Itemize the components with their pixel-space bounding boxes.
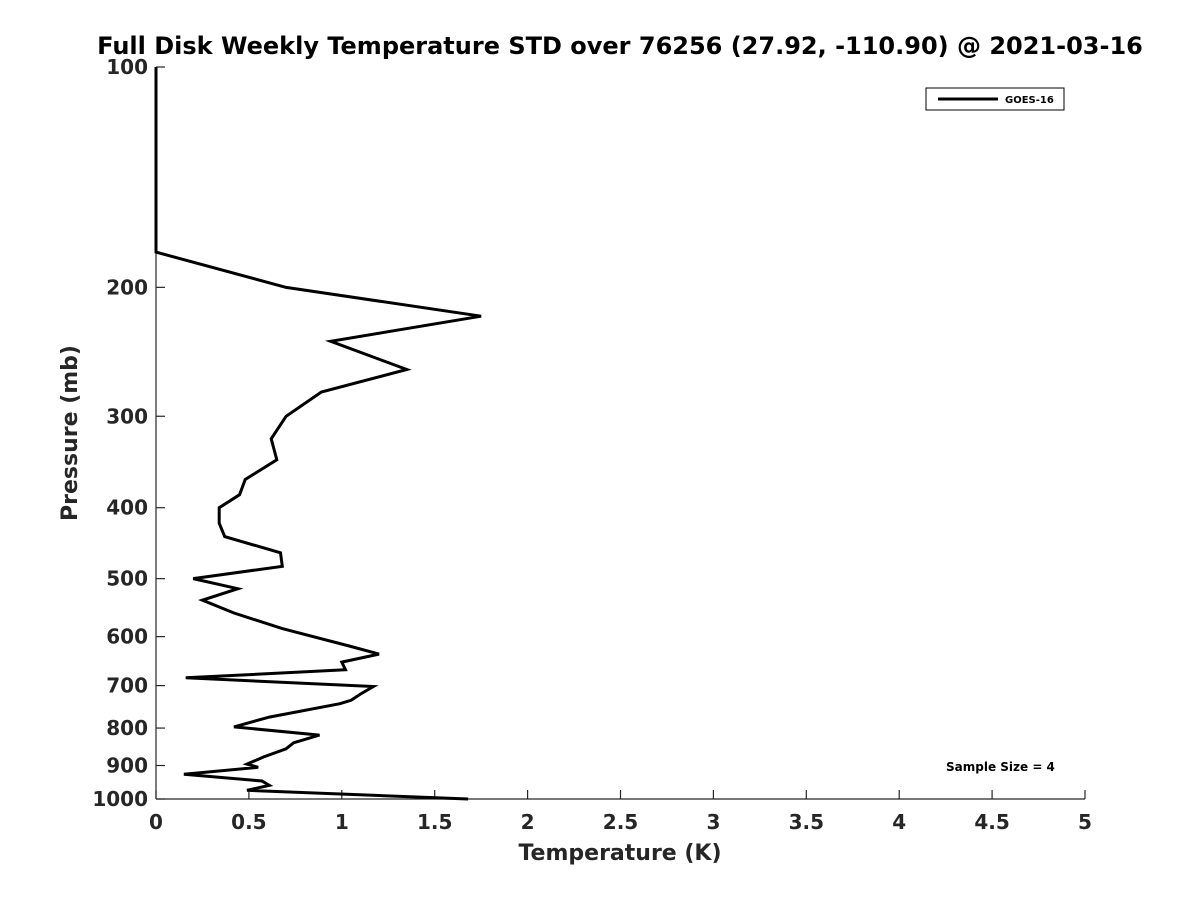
y-tick-label: 1000 [92,787,148,811]
x-tick-label: 3.5 [789,810,824,834]
x-axis-ticks: 0 0.5 1 1.5 2 2.5 3 3.5 4 4.5 5 [149,790,1092,834]
x-tick-label: 1.5 [417,810,452,834]
x-tick-label: 2.5 [603,810,638,834]
y-tick-label: 900 [106,754,148,778]
legend: GOES-16 [925,87,1065,111]
y-tick-label: 400 [106,496,148,520]
x-tick-label: 5 [1078,810,1092,834]
x-tick-label: 4.5 [974,810,1009,834]
y-axis-ticks: 100 200 300 400 500 600 700 800 900 1000 [92,55,165,811]
x-tick-label: 4 [892,810,906,834]
x-tick-label: 3 [706,810,720,834]
legend-entry-goes-16: GOES-16 [1005,95,1054,106]
y-tick-label: 800 [106,716,148,740]
y-tick-label: 200 [106,275,148,299]
y-tick-label: 600 [106,625,148,649]
series-line-goes-16 [154,67,482,801]
y-tick-label: 100 [106,55,148,79]
plot-area [156,67,1085,799]
chart-title: Full Disk Weekly Temperature STD over 76… [97,32,1143,60]
y-tick-label: 700 [106,674,148,698]
x-axis-label: Temperature (K) [518,841,721,866]
y-axis-label: Pressure (mb) [58,345,83,521]
x-tick-label: 2 [521,810,535,834]
x-tick-label: 0 [149,810,163,834]
y-tick-label: 300 [106,404,148,428]
sample-size-annotation: Sample Size = 4 [946,760,1055,774]
x-tick-label: 1 [335,810,349,834]
x-tick-label: 0.5 [231,810,266,834]
y-tick-label: 500 [106,567,148,591]
